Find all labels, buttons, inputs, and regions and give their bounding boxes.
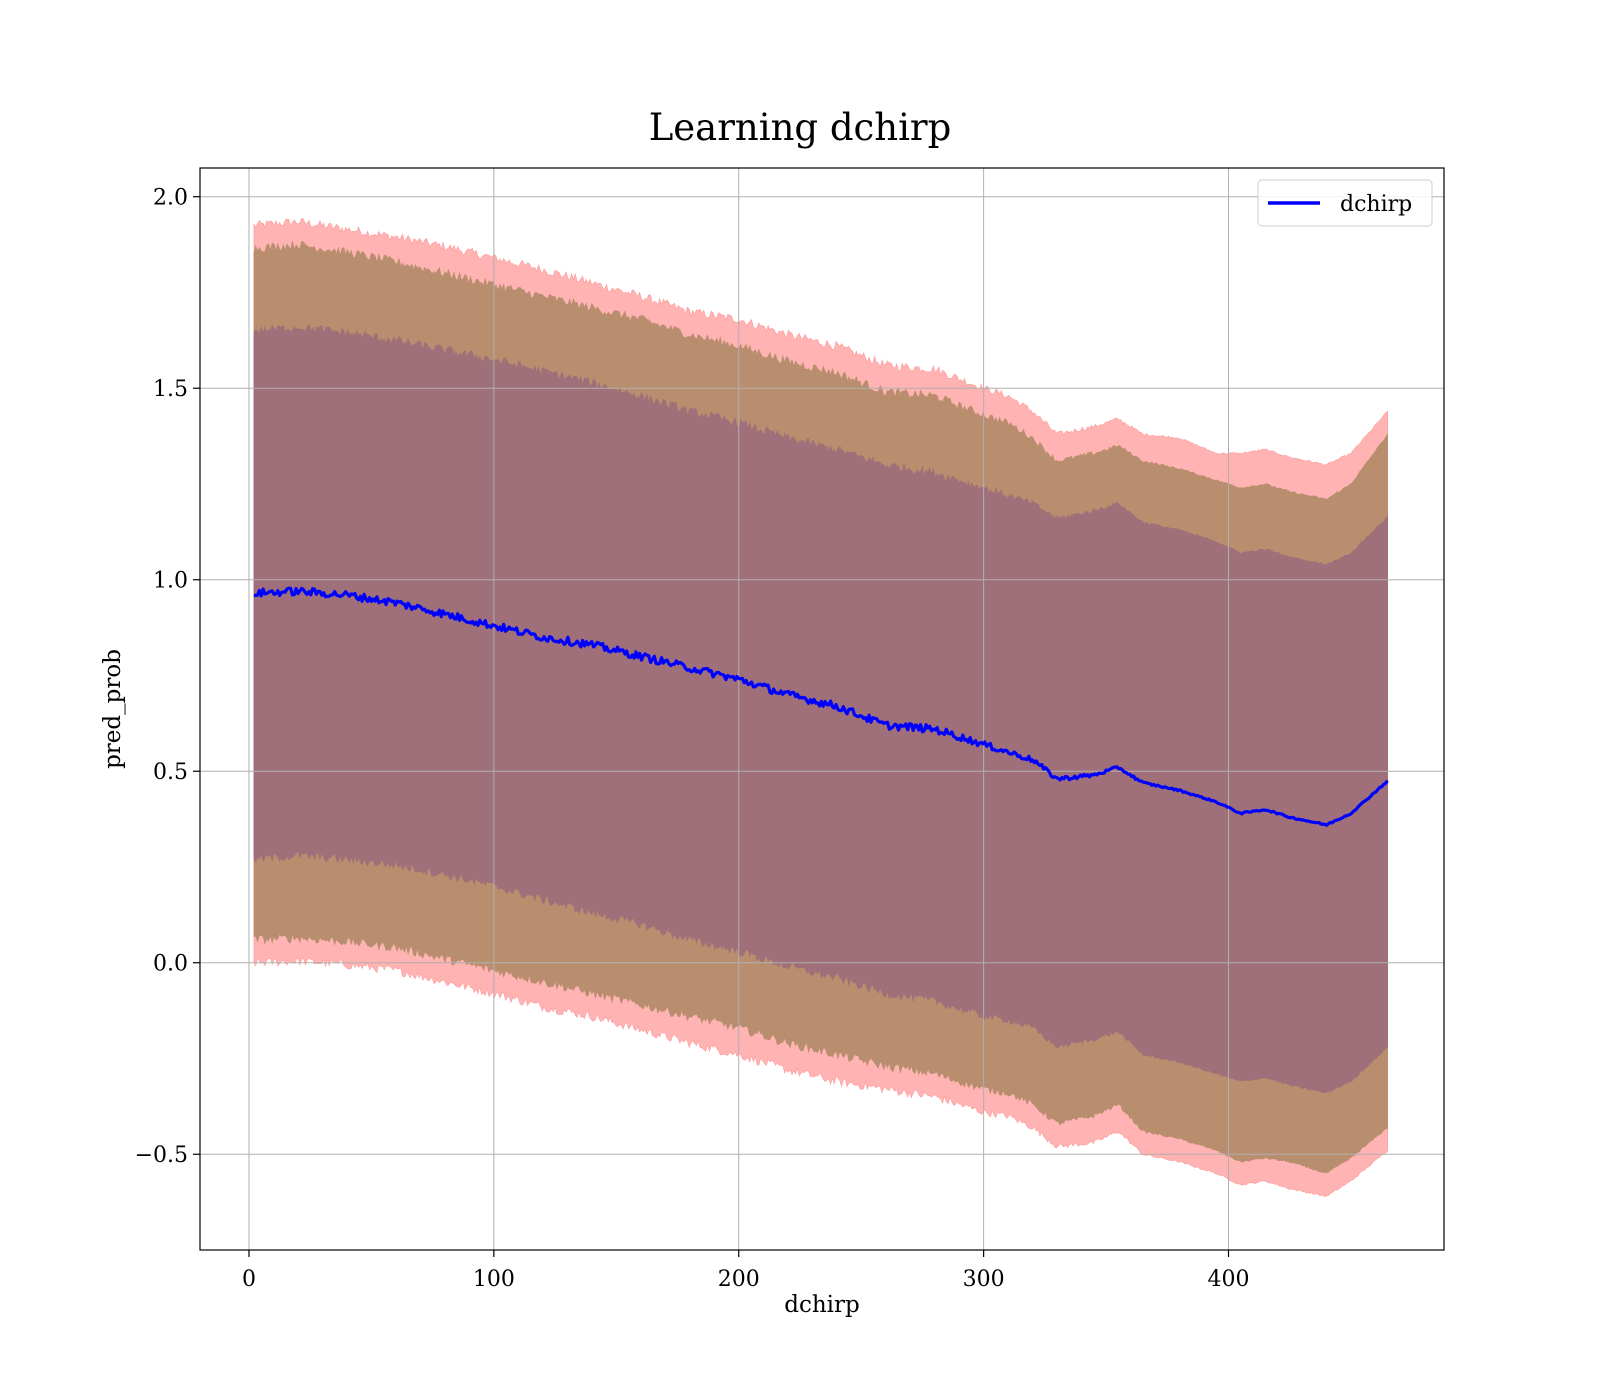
y-tick-label: 2.0: [153, 186, 188, 211]
y-tick-label: 0.5: [153, 760, 188, 785]
plot-frame: [199, 167, 1445, 1251]
band-inner: [253, 323, 1388, 1094]
x-tick-label: 100: [473, 1267, 515, 1292]
legend-box: [1257, 179, 1433, 227]
x-axis: 0 100 200 300 400: [242, 1250, 1250, 1292]
series-layer: [253, 586, 1389, 827]
series-line-dchirp: [253, 586, 1389, 827]
x-axis-title: dchirp: [784, 1292, 860, 1318]
y-tick-label: −0.5: [135, 1143, 188, 1168]
x-tick-label: 200: [718, 1267, 760, 1292]
x-tick-label: 300: [963, 1267, 1005, 1292]
chart-title: Learning dchirp: [649, 106, 952, 149]
y-tick-label: 1.5: [153, 377, 188, 402]
x-tick-label: 0: [242, 1267, 256, 1292]
grid: [200, 168, 1444, 1250]
y-axis-title: pred_prob: [100, 649, 126, 769]
legend: dchirp: [1257, 179, 1433, 227]
confidence-bands: [253, 217, 1388, 1198]
y-tick-label: 0.0: [153, 952, 188, 977]
y-axis: −0.5 0.0 0.5 1.0 1.5 2.0: [135, 186, 200, 1168]
y-tick-label: 1.0: [153, 569, 188, 594]
x-tick-label: 400: [1208, 1267, 1250, 1292]
legend-label-dchirp: dchirp: [1340, 192, 1412, 217]
